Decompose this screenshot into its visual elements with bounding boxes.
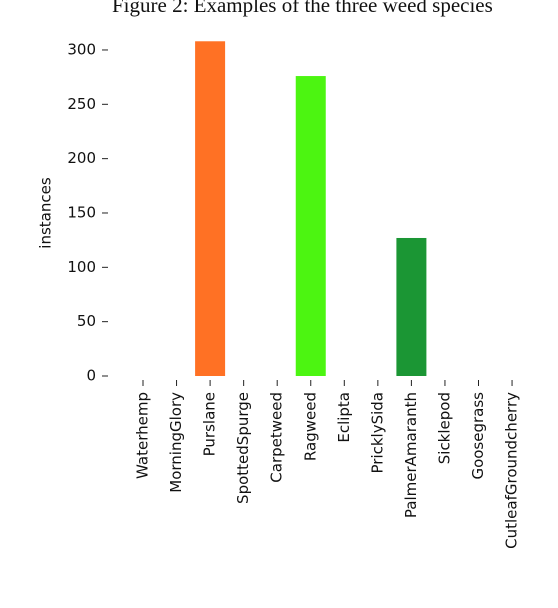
- y-tick-label: 100: [67, 258, 96, 276]
- y-tick-label: 150: [67, 203, 96, 221]
- bar: [195, 41, 226, 376]
- y-tick-label: 0: [86, 367, 96, 385]
- x-tick-label: Sicklepod: [435, 392, 453, 464]
- x-tick-label: Purslane: [201, 392, 219, 456]
- y-tick-label: 50: [77, 312, 96, 330]
- y-tick-label: 300: [67, 40, 96, 58]
- bar: [295, 76, 326, 376]
- y-axis-label: instances: [37, 177, 55, 249]
- y-tick-label: 250: [67, 95, 96, 113]
- y-tick-label: 200: [67, 149, 96, 167]
- x-tick-label: Eclipta: [335, 392, 353, 443]
- x-tick-label: Ragweed: [301, 392, 319, 461]
- x-tick-label: PalmerAmaranth: [402, 392, 420, 518]
- x-tick-label: SpottedSpurge: [234, 392, 252, 504]
- caption: Figure 2: Examples of the three weed spe…: [112, 0, 493, 17]
- x-tick-label: CutleafGroundcherry: [503, 392, 521, 549]
- bar: [396, 237, 427, 376]
- x-tick-label: MorningGlory: [167, 392, 185, 493]
- x-tick-label: Goosegrass: [469, 392, 487, 480]
- x-tick-label: PricklySida: [368, 392, 386, 474]
- x-tick-label: Carpetweed: [268, 392, 286, 483]
- x-tick-label: Waterhemp: [134, 392, 152, 479]
